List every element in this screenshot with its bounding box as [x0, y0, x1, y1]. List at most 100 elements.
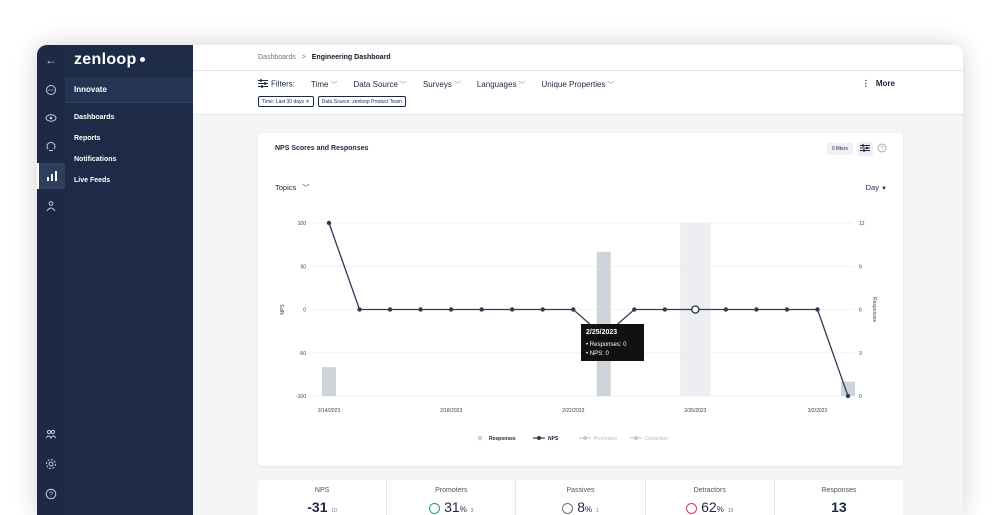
- sidebar: zenloop Innovate Dashboards Reports Noti…: [65, 45, 193, 515]
- smile-icon: [429, 502, 441, 514]
- nps-chart-card: NPS Scores and Responses 0 filters ? Top…: [258, 133, 903, 466]
- icon-rail: ← ?: [37, 45, 65, 515]
- nps-point: [723, 307, 729, 312]
- people-icon[interactable]: [37, 193, 65, 219]
- nps-point: [479, 307, 484, 312]
- chevron-down-icon: ﹀: [399, 81, 407, 89]
- filter-chip-time-label: Time: Last 30 days: [262, 99, 305, 105]
- kpi-promoters-count: 3: [470, 508, 474, 514]
- team-icon[interactable]: [37, 421, 65, 447]
- legend-label: NPS: [548, 436, 559, 442]
- nps-point: [540, 307, 545, 312]
- nps-point: [357, 307, 362, 312]
- back-arrow-icon[interactable]: ←: [45, 53, 57, 67]
- caret-down-icon: ▼: [881, 186, 887, 192]
- eye-icon[interactable]: [37, 105, 65, 131]
- bar-chart-icon[interactable]: [37, 163, 65, 189]
- filter-surveys[interactable]: Surveys ﹀: [423, 80, 461, 90]
- filter-bar: Filters: Time ﹀ Data Source ﹀ Surveys ﹀ Lan…: [193, 71, 963, 115]
- breadcrumb-current: Engineering Dashboard: [311, 54, 391, 61]
- sliders-icon: [258, 79, 268, 90]
- legend-marker-dot: [583, 436, 587, 440]
- close-icon[interactable]: ✕: [305, 99, 310, 105]
- sidebar-item-dashboards[interactable]: Dashboards: [74, 114, 115, 121]
- tooltip-responses: • Responses: 0: [586, 342, 627, 348]
- filter-languages[interactable]: Languages ﹀: [477, 80, 526, 90]
- y-tick-label: -100: [296, 394, 306, 400]
- legend-label: Promoters: [594, 436, 618, 442]
- filter-chip-time[interactable]: Time: Last 30 days ✕: [258, 96, 314, 107]
- chevron-down-icon: ﹀: [302, 185, 310, 192]
- chat-bubble-icon[interactable]: [37, 77, 65, 103]
- y-tick-label: 50: [300, 264, 306, 270]
- nps-line: [328, 222, 849, 397]
- filters-toggle[interactable]: Filters:: [258, 79, 295, 90]
- more-menu-button[interactable]: ⋮ More: [862, 79, 895, 88]
- legend-label: Detractors: [645, 436, 669, 442]
- x-tick-label: 3/2/2023: [808, 408, 828, 414]
- breadcrumb: Dashboards > Engineering Dashboard: [193, 45, 963, 71]
- kpi-nps-count: 10: [331, 508, 337, 514]
- main-content: Dashboards > Engineering Dashboard Filte…: [193, 45, 963, 515]
- x-tick-label: 2/22/2023: [562, 408, 584, 414]
- kpi-responses-value: 13: [831, 499, 847, 515]
- topics-dropdown[interactable]: Topics ﹀: [275, 183, 309, 193]
- nps-point: [418, 307, 423, 312]
- filter-time[interactable]: Time ﹀: [311, 80, 337, 90]
- sidebar-item-notifications[interactable]: Notifications: [74, 156, 117, 163]
- svg-text:?: ?: [880, 146, 884, 152]
- y2-tick-label: 0: [859, 394, 862, 400]
- bulb-icon[interactable]: [37, 133, 65, 159]
- response-bar: [596, 251, 611, 396]
- svg-text:?: ?: [49, 491, 53, 498]
- kpi-passives-percent-sign: %: [585, 505, 593, 514]
- kpi-responses: Responses 13: [775, 480, 903, 515]
- kpi-nps-label: NPS: [314, 487, 330, 494]
- nps-point: [387, 307, 393, 312]
- kpi-nps: NPS -31 10: [258, 480, 388, 515]
- tooltip-nps: • NPS: 0: [586, 351, 609, 357]
- legend-marker-dot: [634, 436, 638, 440]
- kpi-row: NPS -31 10 Promoters 31% 3 Passives 8% 1…: [258, 480, 903, 515]
- kpi-promoters: Promoters 31% 3: [387, 480, 517, 515]
- nps-chart: 100 50 0 -50 -100 12 9 6 3 0 NPS Responses 2/14/2023…: [280, 220, 877, 442]
- filter-languages-label: Languages: [476, 79, 517, 89]
- kpi-promoters-percent-sign: %: [459, 505, 467, 514]
- breadcrumb-root[interactable]: Dashboards: [258, 54, 296, 61]
- nps-point-selected: [691, 305, 700, 314]
- sidebar-item-reports[interactable]: Reports: [74, 135, 101, 142]
- filter-unique-properties[interactable]: Unique Properties ﹀: [541, 80, 614, 90]
- y-tick-label: 100: [298, 221, 307, 227]
- y-tick-label: -50: [299, 351, 306, 357]
- nps-point: [509, 307, 515, 312]
- kpi-responses-label: Responses: [821, 487, 857, 494]
- kpi-promoters-value: 31: [444, 499, 460, 515]
- filter-time-label: Time: [311, 79, 329, 89]
- sad-face-icon: [686, 502, 698, 514]
- kpi-passives-count: 1: [596, 508, 599, 514]
- settings-gear-icon[interactable]: [37, 451, 65, 477]
- sidebar-item-live-feeds[interactable]: Live Feeds: [74, 177, 111, 184]
- card-filters-badge[interactable]: 0 filters: [826, 143, 853, 155]
- legend-marker-dot: [537, 436, 541, 440]
- y-axis-title: NPS: [280, 304, 286, 315]
- filter-data-source[interactable]: Data Source ﹀: [353, 80, 406, 90]
- chevron-down-icon: ﹀: [453, 81, 461, 89]
- legend-marker-responses: [477, 435, 483, 441]
- kpi-detractors-label: Detractors: [693, 487, 726, 494]
- kpi-promoters-label: Promoters: [435, 487, 468, 494]
- help-icon[interactable]: ?: [37, 481, 65, 507]
- filter-surveys-label: Surveys: [422, 79, 452, 89]
- y2-tick-label: 6: [859, 308, 862, 314]
- brand-logo: zenloop: [74, 51, 145, 69]
- period-dropdown[interactable]: Day ▼: [866, 183, 887, 192]
- sliders-icon[interactable]: [857, 142, 873, 156]
- nps-point: [632, 307, 637, 312]
- kpi-detractors-count: 10: [727, 508, 734, 514]
- kpi-detractors-percent-sign: %: [716, 505, 724, 514]
- chevron-down-icon: ﹀: [518, 81, 526, 89]
- filter-chip-data-source[interactable]: Data Source: zenloop Product Team: [317, 96, 406, 107]
- help-icon[interactable]: ?: [877, 143, 887, 155]
- kebab-icon: ⋮: [861, 79, 870, 88]
- legend-label: Responses: [489, 436, 516, 442]
